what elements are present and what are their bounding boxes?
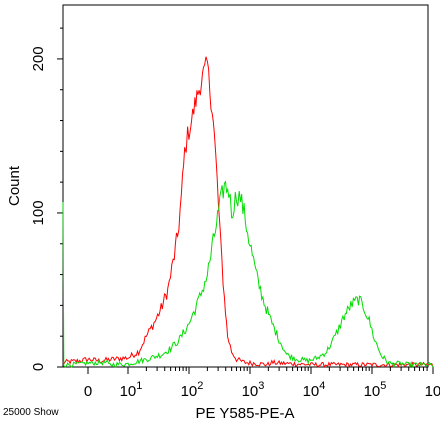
x-axis: 0 101 102 103 104 105 106 <box>84 367 440 400</box>
footer-note: 25000 Show <box>3 407 59 418</box>
x-tick-label: 101 <box>120 380 143 400</box>
x-tick-label: 103 <box>242 380 265 400</box>
x-tick-label: 102 <box>181 380 204 400</box>
x-tick-label: 106 <box>425 380 440 400</box>
histogram-series-1 <box>62 180 434 369</box>
x-tick-label: 105 <box>364 380 387 400</box>
y-tick-label: 100 <box>30 200 47 225</box>
x-axis-title: PE Y585-PE-A <box>196 405 295 422</box>
series-layer <box>62 56 434 369</box>
y-axis: 0 100 200 <box>30 27 63 371</box>
y-axis-title: Count <box>6 165 23 206</box>
y-tick-label: 0 <box>30 363 47 371</box>
y-tick-label: 200 <box>30 46 47 71</box>
x-tick-label: 104 <box>303 380 326 400</box>
histogram-series-0 <box>62 56 434 369</box>
x-tick-label: 0 <box>84 383 92 400</box>
plot-area <box>62 4 429 368</box>
